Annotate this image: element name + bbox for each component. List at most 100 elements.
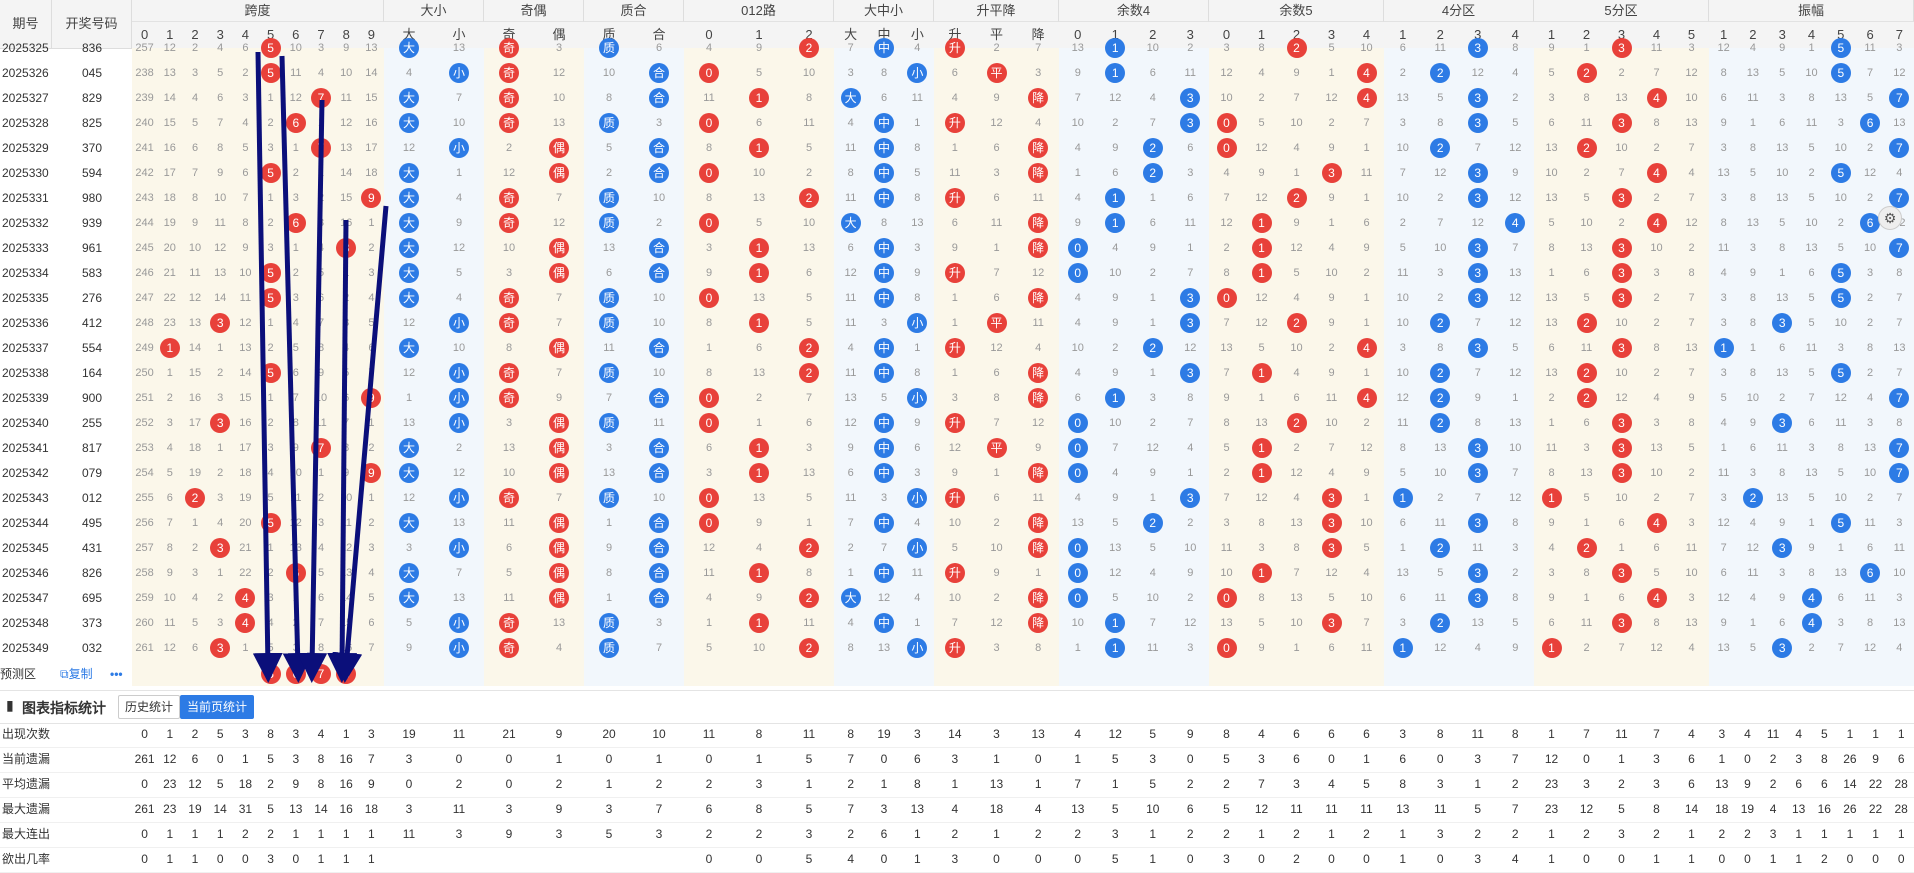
miss-cell: 1 — [267, 192, 274, 204]
stats-cell: 0 — [1436, 852, 1444, 866]
period-cell: 2025325 — [2, 41, 49, 55]
number-cell: 980 — [81, 191, 103, 205]
stats-cell: 3 — [292, 752, 300, 766]
miss-cell: 7 — [191, 167, 199, 179]
trend-ball: 2 — [1286, 313, 1307, 333]
gear-icon[interactable]: ⚙ — [1878, 206, 1902, 230]
trend-ball: 1 — [1251, 463, 1272, 483]
miss-cell: 7 — [1896, 367, 1903, 379]
stats-cell: 1 — [605, 777, 613, 791]
miss-cell: 11 — [1184, 217, 1196, 229]
trend-ball: 5 — [1830, 363, 1851, 383]
stats-cell: 5 — [1223, 802, 1230, 816]
miss-cell: 2 — [1187, 592, 1194, 604]
miss-cell: 2 — [1808, 642, 1815, 654]
stats-cell: 3 — [1293, 777, 1300, 791]
stats-cell: 14 — [1684, 802, 1699, 816]
miss-cell: 10 — [1220, 567, 1233, 579]
stats-cell: 4 — [1034, 802, 1042, 816]
miss-cell: 11 — [1397, 267, 1409, 279]
miss-cell: 9 — [1548, 517, 1555, 529]
miss-cell: 238 — [135, 67, 154, 79]
copy-icon: ⧉ — [60, 667, 69, 681]
miss-cell: 257 — [135, 42, 154, 54]
stats-cell: 18 — [989, 802, 1004, 816]
miss-cell: 11 — [1717, 242, 1730, 254]
miss-cell: 2 — [191, 542, 199, 554]
miss-cell: 1 — [1328, 67, 1335, 79]
copy-button[interactable]: ⧉复制 — [60, 667, 93, 681]
stats-cell: 2 — [555, 777, 563, 791]
miss-cell: 5 — [1808, 367, 1815, 379]
stats-cell: 8 — [1399, 777, 1407, 791]
trend-ball: 2 — [1430, 613, 1451, 633]
predict-label[interactable]: 预测区 ＋ — [0, 667, 37, 681]
period-cell: 2025328 — [2, 116, 49, 130]
predict-ball[interactable]: 7 — [311, 664, 331, 684]
miss-cell: 12 — [990, 617, 1003, 629]
period-cell: 2025326 — [2, 66, 49, 80]
miss-cell: 5 — [1223, 442, 1230, 454]
stats-cell: 2 — [655, 777, 663, 791]
stats-cell: 4 — [1511, 852, 1519, 866]
trend-ball: 3 — [1772, 413, 1793, 433]
miss-cell: 248 — [135, 317, 154, 329]
miss-cell: 1 — [1035, 567, 1042, 579]
span-ball: 5 — [260, 63, 281, 83]
stats-cell: 2 — [705, 827, 713, 841]
miss-cell: 1 — [1363, 367, 1370, 379]
miss-cell: 12 — [1863, 642, 1877, 654]
miss-cell: 10 — [1615, 317, 1628, 329]
miss-cell: 5 — [317, 567, 325, 579]
stats-cell: 3 — [605, 802, 613, 816]
group-header: 大中小 — [834, 0, 934, 22]
miss-cell: 4 — [914, 517, 921, 529]
miss-cell: 1 — [1749, 117, 1756, 129]
trend-ball: 3 — [1611, 563, 1632, 583]
period-cell: 2025330 — [2, 166, 49, 180]
miss-cell: 7 — [1223, 367, 1230, 379]
miss-cell: 13 — [1545, 317, 1558, 329]
period-cell: 2025349 — [2, 641, 49, 655]
miss-cell: 9 — [1258, 167, 1265, 179]
miss-cell: 5 — [1653, 567, 1660, 579]
more-icon[interactable]: ••• — [110, 667, 123, 681]
stats-cell: 16 — [1817, 802, 1831, 816]
miss-cell: 9 — [951, 467, 958, 479]
sub-header: 3 — [1327, 27, 1336, 42]
miss-cell: 8 — [343, 442, 350, 454]
miss-cell: 12 — [163, 642, 176, 654]
miss-cell: 7 — [1808, 392, 1815, 404]
sub-header: 4 — [1807, 27, 1816, 42]
miss-cell: 5 — [292, 342, 299, 354]
miss-cell: 10 — [1071, 617, 1084, 629]
stats-cell: 3 — [505, 802, 513, 816]
trend-ball: 1 — [749, 463, 769, 483]
miss-cell: 10 — [1360, 517, 1373, 529]
miss-cell: 13 — [289, 542, 302, 554]
miss-cell: 10 — [1220, 92, 1233, 104]
predict-ball[interactable]: 6 — [285, 664, 306, 684]
trend-ball: 小 — [907, 388, 928, 408]
stats-cell: 0 — [141, 852, 148, 866]
trend-ball: 2 — [1576, 313, 1597, 333]
miss-cell: 3 — [1837, 342, 1844, 354]
history-stats-button[interactable]: 历史统计 — [118, 695, 181, 719]
trend-ball: 偶 — [549, 338, 569, 358]
predict-ball[interactable]: 5 — [260, 664, 281, 684]
miss-cell: 3 — [1749, 242, 1756, 254]
miss-cell: 2 — [1867, 142, 1874, 154]
miss-cell: 8 — [1749, 317, 1756, 329]
miss-cell: 1 — [455, 167, 463, 179]
miss-cell: 11 — [844, 317, 857, 329]
miss-cell: 5 — [191, 617, 199, 629]
miss-cell: 7 — [555, 367, 563, 379]
trend-ball: 4 — [1801, 613, 1822, 633]
miss-cell: 13 — [844, 392, 857, 404]
current-page-stats-button[interactable]: 当前页统计 — [180, 695, 255, 719]
period-cell: 2025327 — [2, 91, 49, 105]
miss-cell: 8 — [880, 217, 888, 229]
miss-cell: 12 — [1109, 92, 1122, 104]
stats-cell: 5 — [1149, 727, 1157, 741]
miss-cell: 12 — [402, 367, 416, 379]
